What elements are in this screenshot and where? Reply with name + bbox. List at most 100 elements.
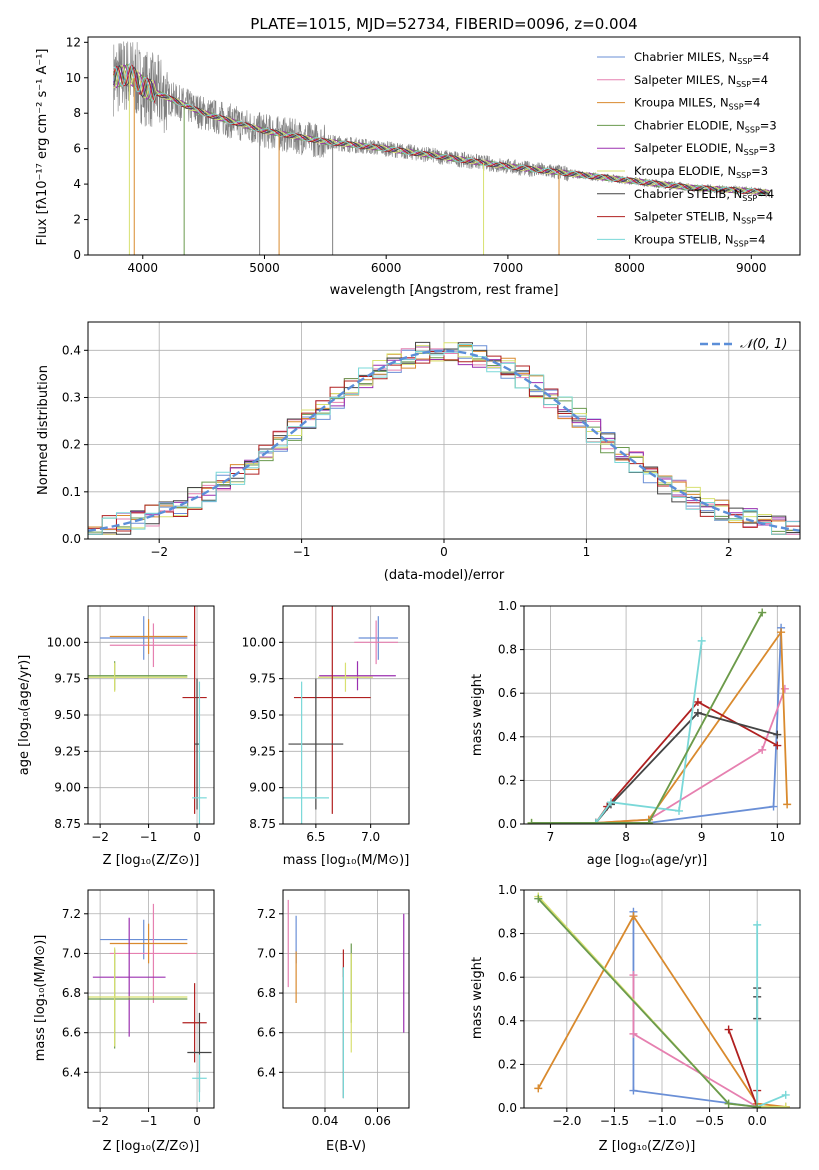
legend-label: Kroupa ELODIE, NSSP=3 xyxy=(634,164,768,180)
plot-area xyxy=(88,341,800,535)
weight-marker xyxy=(693,708,702,717)
spectrum-panel: PLATE=1015, MJD=52734, FIBERID=0096, z=0… xyxy=(35,15,801,298)
y-tick-label: 6.8 xyxy=(257,986,276,1000)
y-tick-label: 0.6 xyxy=(498,686,517,700)
y-tick-label: 0.2 xyxy=(498,1057,517,1071)
weight-marker xyxy=(781,1102,790,1108)
y-tick-label: 9.00 xyxy=(54,781,81,795)
y-tick-label: 9.25 xyxy=(249,744,276,758)
axes-frame xyxy=(87,889,215,1109)
x-tick-label: −1 xyxy=(293,545,311,559)
legend-label-name: Kroupa ELODIE, N xyxy=(634,164,736,178)
weight-marker xyxy=(783,800,792,809)
x-tick-label: −2 xyxy=(150,545,168,559)
legend-label-suffix: =4 xyxy=(752,50,769,64)
y-tick-label: 1.0 xyxy=(498,599,517,613)
y-tick-label: 6 xyxy=(73,142,81,156)
error-bar-point xyxy=(109,619,188,654)
y-tick-label: 9.00 xyxy=(249,781,276,795)
residual-histogram xyxy=(88,343,800,535)
y-tick-label: 8.75 xyxy=(249,817,276,831)
y-tick-label: 4 xyxy=(73,177,81,191)
grid-lines xyxy=(524,889,800,1109)
histogram-ylabel: Normed distribution xyxy=(36,365,51,495)
spectrum-ylabel: Flux [fλ10⁻¹⁷ erg cm⁻² s⁻¹ A⁻¹] xyxy=(35,49,50,246)
weight-marker xyxy=(758,608,767,617)
error-bar-point xyxy=(194,678,200,810)
z-mass-panel: Z [log₁₀(Z/Z⊙)] mass [log₁₀(M/M⊙)] −2 −1 0… xyxy=(33,889,215,1154)
z-mass-ylabel: mass [log₁₀(M/M⊙)] xyxy=(33,935,48,1062)
y-tick-label: 0.8 xyxy=(498,927,517,941)
legend-label: Kroupa MILES, NSSP=4 xyxy=(634,96,760,112)
weight-marker xyxy=(644,818,653,824)
x-tick-label: 0.0 xyxy=(748,1114,767,1128)
z-mass-xlabel: Z [log₁₀(Z/Z⊙)] xyxy=(103,1139,200,1154)
grid-lines xyxy=(524,605,800,825)
legend-label: Chabrier STELIB, NSSP=4 xyxy=(634,187,774,203)
weight-marker xyxy=(753,1102,762,1108)
error-bar-point xyxy=(293,606,371,814)
x-tick-label: −2 xyxy=(91,830,109,844)
axes-frame xyxy=(87,36,801,256)
weight-marker xyxy=(773,741,782,750)
weight-line xyxy=(537,898,758,1108)
weight-marker xyxy=(753,920,762,929)
legend-label-name: Kroupa STELIB, N xyxy=(634,232,734,246)
x-tick-label: 7000 xyxy=(493,261,524,275)
z-age-panel: Z [log₁₀(Z/Z⊙)] age [log₁₀(age/yr)] −2 −1… xyxy=(17,605,215,868)
y-tick-label: 9.25 xyxy=(54,744,81,758)
weight-marker xyxy=(629,912,638,921)
error-bar-point xyxy=(358,616,399,660)
error-bar-point xyxy=(88,947,188,1047)
legend-label-suffix: =4 xyxy=(749,232,766,246)
weight-marker xyxy=(773,730,782,739)
error-bar-point xyxy=(100,616,188,660)
x-tick-label: 10 xyxy=(770,830,785,844)
y-tick-label: 0.0 xyxy=(498,817,517,831)
x-tick-label: 2 xyxy=(725,545,733,559)
x-tick-label: 9000 xyxy=(736,261,767,275)
y-tick-label: 9.50 xyxy=(54,708,81,722)
mass-age-xlabel: mass [log₁₀(M/M⊙)] xyxy=(283,853,410,868)
age-weight-ylabel: mass weight xyxy=(470,674,485,756)
spectrum-xlabel: wavelength [Angstrom, rest frame] xyxy=(330,283,559,298)
legend-label-suffix: =4 xyxy=(757,187,774,201)
error-bar-point xyxy=(109,923,188,964)
weight-marker xyxy=(769,802,778,811)
legend-label: Salpeter ELODIE, NSSP=3 xyxy=(634,141,776,157)
legend-label-name: Salpeter ELODIE, N xyxy=(634,141,744,155)
ebv-mass-xlabel: E(B-V) xyxy=(326,1139,366,1154)
x-tick-label: −2.0 xyxy=(552,1114,581,1128)
weight-line xyxy=(595,627,782,824)
legend-label-suffix: =4 xyxy=(744,96,761,110)
x-tick-label: 1 xyxy=(583,545,591,559)
histogram-xlabel: (data-model)/error xyxy=(384,568,505,583)
x-tick-label: 7.0 xyxy=(361,830,380,844)
legend-label-sub: SSP xyxy=(729,103,744,112)
weight-marker xyxy=(629,1086,638,1095)
legend-label-sub: SSP xyxy=(736,80,751,89)
y-tick-label: 6.6 xyxy=(62,1026,81,1040)
legend-label-suffix: =4 xyxy=(756,210,773,224)
y-tick-label: 7.2 xyxy=(62,907,81,921)
y-tick-label: 6.4 xyxy=(257,1065,276,1079)
x-tick-label: 0.06 xyxy=(364,1114,391,1128)
y-tick-label: 10.00 xyxy=(242,635,276,649)
weight-marker xyxy=(781,1090,790,1099)
weight-marker xyxy=(758,745,767,754)
x-tick-label: 0.04 xyxy=(312,1114,339,1128)
residual-histogram xyxy=(88,350,800,535)
weight-line xyxy=(595,700,778,824)
weight-marker xyxy=(675,806,684,815)
model-spectrum xyxy=(113,62,770,196)
legend-label: Salpeter MILES, NSSP=4 xyxy=(634,73,768,89)
plot-area xyxy=(88,903,212,1103)
y-tick-label: 0.6 xyxy=(498,970,517,984)
error-bar-point xyxy=(182,983,207,1063)
axes-frame xyxy=(523,605,801,825)
x-tick-label: 8 xyxy=(622,830,630,844)
weight-line xyxy=(756,924,787,1108)
error-bar-point xyxy=(354,620,399,665)
x-tick-label: −1 xyxy=(140,830,158,844)
